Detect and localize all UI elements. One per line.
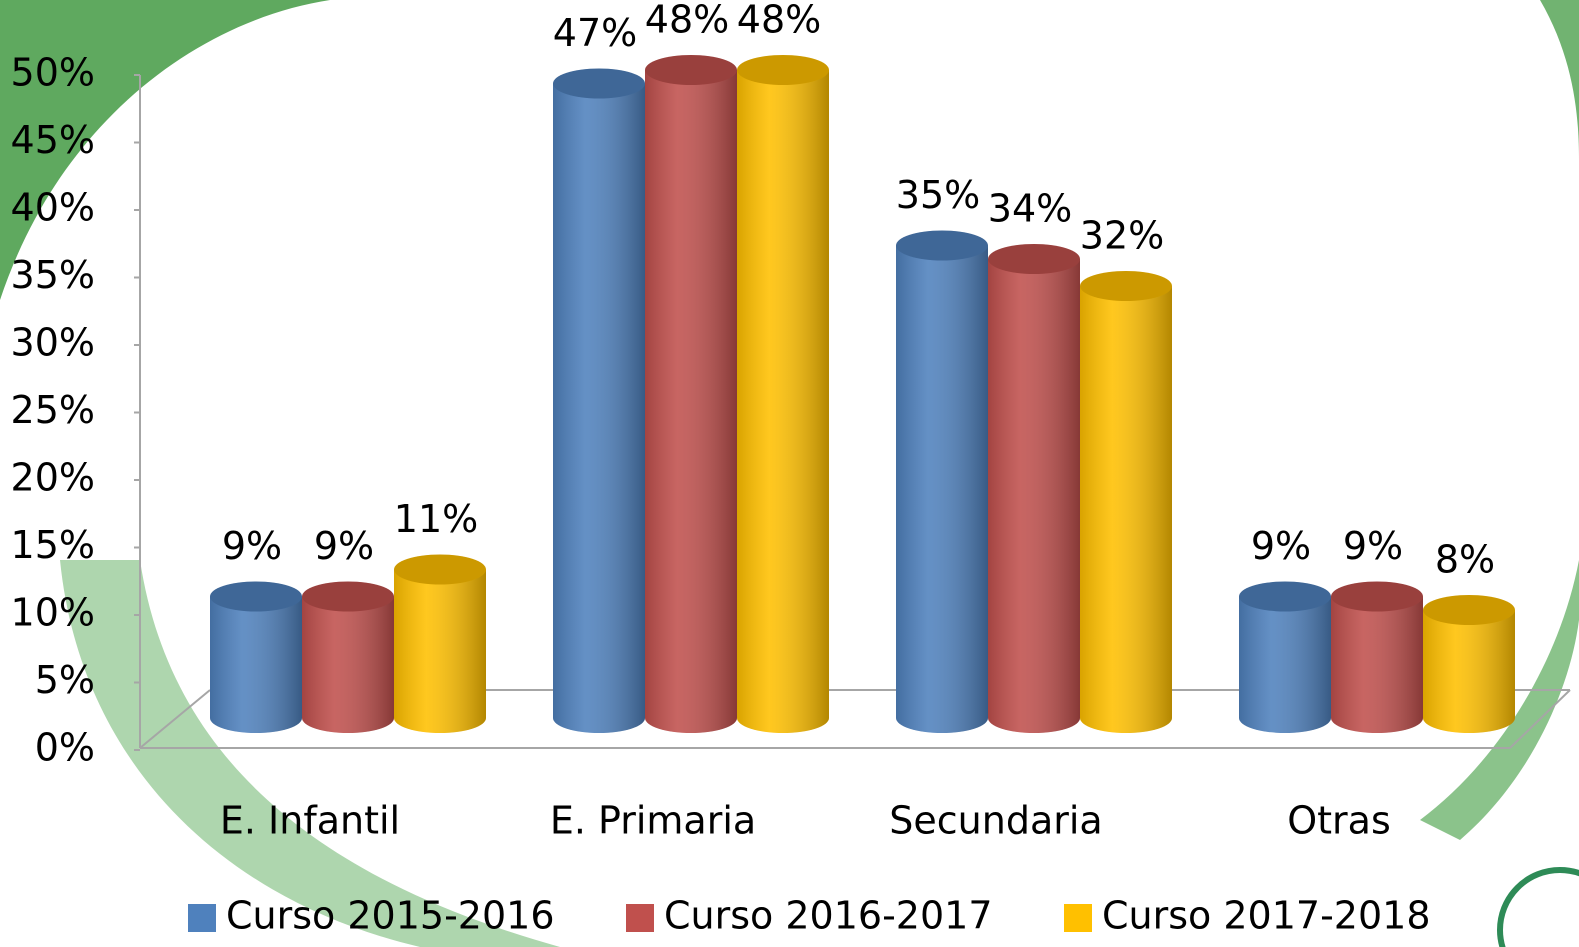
bar-shading — [553, 83, 645, 733]
data-label: 8% — [1435, 538, 1495, 582]
legend-swatch — [188, 904, 216, 932]
bar-top — [553, 68, 645, 99]
bar-shading — [1331, 596, 1423, 733]
bar-top — [896, 230, 988, 261]
bar-shading — [896, 245, 988, 733]
x-tick-label: E. Primaria — [550, 799, 756, 843]
data-label: 9% — [1251, 524, 1311, 568]
y-tick-label: 0% — [35, 726, 95, 770]
y-tick-label: 5% — [35, 658, 95, 702]
bar-shading — [737, 70, 829, 733]
bar-top-shade — [645, 55, 737, 85]
y-tick-label: 15% — [11, 523, 95, 567]
bar-top — [988, 244, 1080, 274]
y-tick-label: 45% — [11, 118, 95, 162]
bar-top-shade — [988, 244, 1080, 274]
bar-top — [210, 581, 302, 612]
y-tick-label: 30% — [11, 321, 95, 365]
bar-top — [737, 55, 829, 85]
bar-top — [1423, 595, 1515, 625]
x-tick-label: E. Infantil — [220, 799, 400, 843]
bar-top — [1080, 271, 1172, 301]
bar-top-shade — [1423, 595, 1515, 625]
data-label: 32% — [1080, 214, 1164, 258]
bar-top-shade — [1331, 581, 1423, 612]
legend-swatch — [626, 904, 654, 932]
bar-top-shade — [394, 554, 486, 585]
data-label: 9% — [222, 524, 282, 568]
bar-top — [394, 554, 486, 585]
data-label: 48% — [737, 0, 821, 42]
bar-top-shade — [1080, 271, 1172, 301]
y-tick-label: 35% — [11, 253, 95, 297]
bar-shading — [1080, 286, 1172, 733]
bar-top-shade — [553, 68, 645, 99]
x-tick-label: Secundaria — [889, 799, 1102, 843]
bar-shading — [302, 596, 394, 733]
bar-top — [302, 581, 394, 612]
data-label: 9% — [314, 524, 374, 568]
legend-label: Curso 2017-2018 — [1102, 894, 1431, 938]
bar-top-shade — [737, 55, 829, 85]
data-label: 34% — [988, 187, 1072, 231]
data-label: 47% — [553, 11, 637, 55]
bar-shading — [988, 259, 1080, 733]
legend-swatch — [1064, 904, 1092, 932]
bar-shading — [210, 596, 302, 733]
bar-top-shade — [302, 581, 394, 612]
bar-shading — [1423, 610, 1515, 733]
bar-top — [1331, 581, 1423, 612]
y-tick-label: 50% — [11, 51, 95, 95]
y-tick-label: 40% — [11, 186, 95, 230]
y-tick-label: 10% — [11, 591, 95, 635]
bar-top-shade — [896, 230, 988, 261]
legend-label: Curso 2016-2017 — [664, 894, 993, 938]
bar-shading — [645, 70, 737, 733]
bar-top — [645, 55, 737, 85]
y-tick-label: 20% — [11, 456, 95, 500]
bar-shading — [1239, 596, 1331, 733]
bar-top-shade — [210, 581, 302, 612]
data-label: 48% — [645, 0, 729, 42]
y-tick-label: 25% — [11, 388, 95, 432]
data-label: 9% — [1343, 524, 1403, 568]
legend-label: Curso 2015-2016 — [226, 894, 555, 938]
data-label: 11% — [394, 497, 478, 541]
bar-shading — [394, 569, 486, 733]
x-tick-label: Otras — [1287, 799, 1391, 843]
bar-top — [1239, 581, 1331, 612]
bar-top-shade — [1239, 581, 1331, 612]
data-label: 35% — [896, 173, 980, 217]
